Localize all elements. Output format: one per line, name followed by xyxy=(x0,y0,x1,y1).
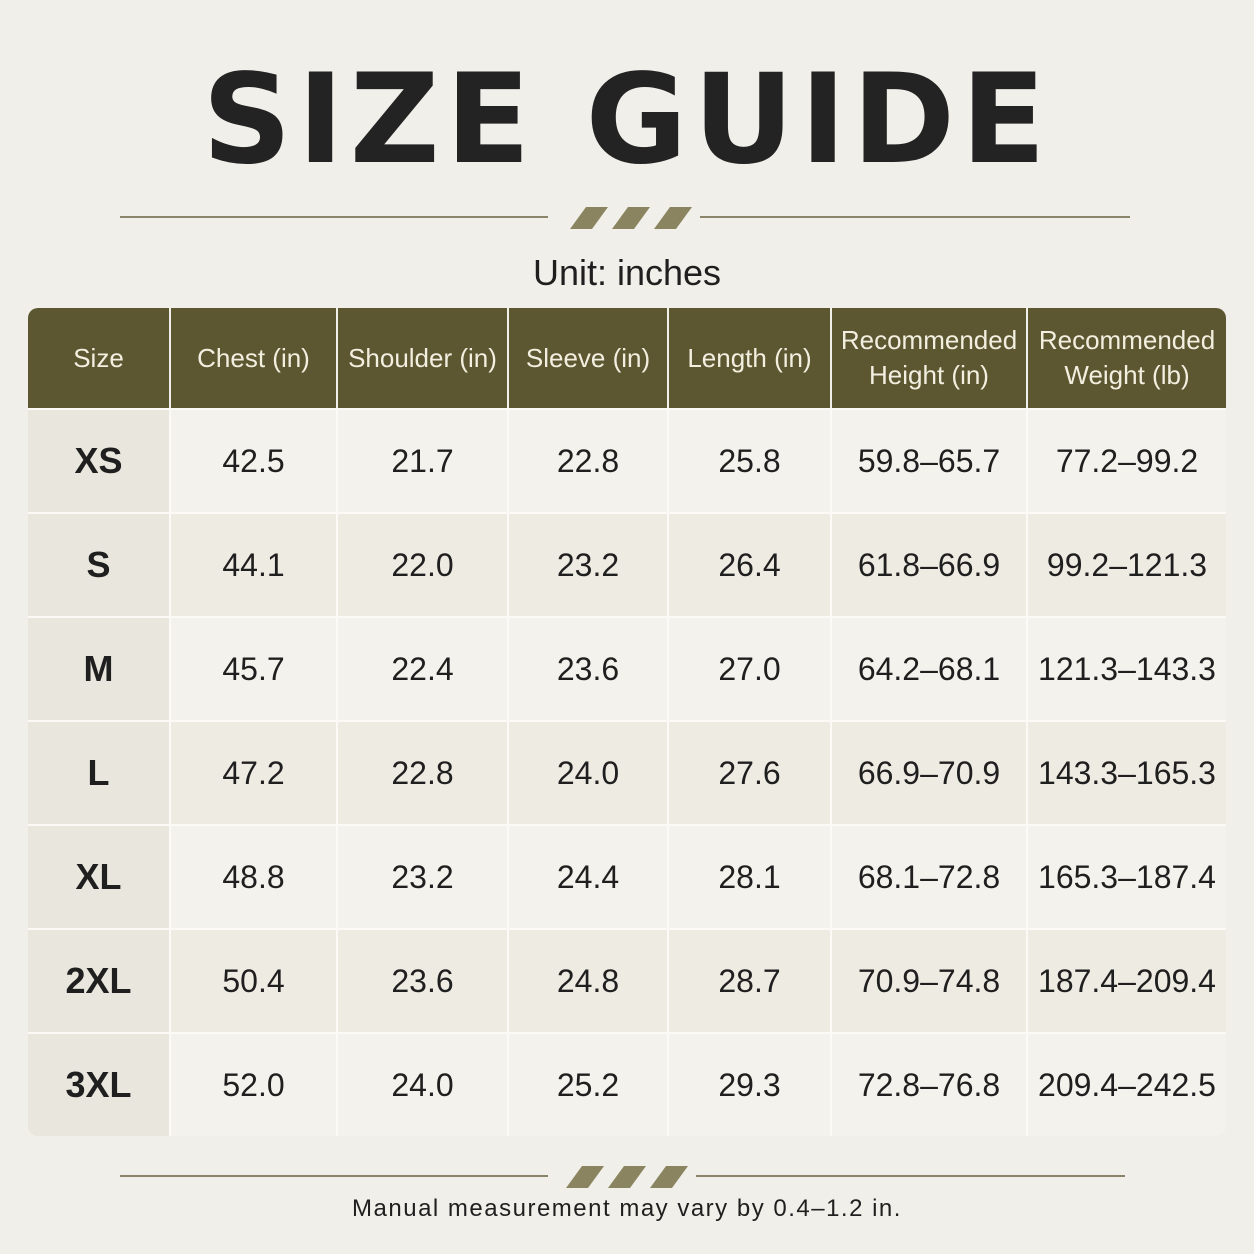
table-row: XS 42.5 21.7 22.8 25.8 59.8–65.7 77.2–99.2 xyxy=(28,408,1226,512)
table-row: 3XL 52.0 24.0 25.2 29.3 72.8–76.8 209.4–242.5 xyxy=(28,1032,1226,1136)
table-cell: 29.3 xyxy=(669,1032,832,1136)
table-cell: 22.8 xyxy=(509,408,669,512)
size-label: 2XL xyxy=(28,928,171,1032)
table-cell: 59.8–65.7 xyxy=(832,408,1028,512)
table-cell: 22.8 xyxy=(338,720,509,824)
table-cell: 77.2–99.2 xyxy=(1028,408,1226,512)
column-header: Recommended Height (in) xyxy=(832,308,1028,408)
table-cell: 165.3–187.4 xyxy=(1028,824,1226,928)
table-cell: 25.2 xyxy=(509,1032,669,1136)
table-cell: 121.3–143.3 xyxy=(1028,616,1226,720)
table-row: L 47.2 22.8 24.0 27.6 66.9–70.9 143.3–165.3 xyxy=(28,720,1226,824)
table-cell: 64.2–68.1 xyxy=(832,616,1028,720)
size-label: XL xyxy=(28,824,171,928)
table-cell: 22.4 xyxy=(338,616,509,720)
table-cell: 66.9–70.9 xyxy=(832,720,1028,824)
table-cell: 47.2 xyxy=(171,720,338,824)
table-cell: 44.1 xyxy=(171,512,338,616)
table-row: 2XL 50.4 23.6 24.8 28.7 70.9–74.8 187.4–209.4 xyxy=(28,928,1226,1032)
table-row: XL 48.8 23.2 24.4 28.1 68.1–72.8 165.3–187.4 xyxy=(28,824,1226,928)
table-cell: 70.9–74.8 xyxy=(832,928,1028,1032)
column-header: Shoulder (in) xyxy=(338,308,509,408)
table-cell: 45.7 xyxy=(171,616,338,720)
size-label: S xyxy=(28,512,171,616)
table-cell: 42.5 xyxy=(171,408,338,512)
table-cell: 27.6 xyxy=(669,720,832,824)
table-cell: 23.2 xyxy=(509,512,669,616)
column-header: Length (in) xyxy=(669,308,832,408)
table-cell: 25.8 xyxy=(669,408,832,512)
column-header: Size xyxy=(28,308,171,408)
table-cell: 26.4 xyxy=(669,512,832,616)
subtitle: Unit: inches xyxy=(532,252,722,293)
table-cell: 72.8–76.8 xyxy=(832,1032,1028,1136)
title: SIZE GUIDE xyxy=(202,48,1052,192)
size-label: M xyxy=(28,616,171,720)
table-cell: 48.8 xyxy=(171,824,338,928)
table-cell: 27.0 xyxy=(669,616,832,720)
column-header: Chest (in) xyxy=(171,308,338,408)
table-cell: 28.7 xyxy=(669,928,832,1032)
size-label: L xyxy=(28,720,171,824)
table-cell: 23.6 xyxy=(509,616,669,720)
table-cell: 22.0 xyxy=(338,512,509,616)
table-cell: 23.6 xyxy=(338,928,509,1032)
table-cell: 52.0 xyxy=(171,1032,338,1136)
table-cell: 209.4–242.5 xyxy=(1028,1032,1226,1136)
size-label: 3XL xyxy=(28,1032,171,1136)
divider xyxy=(120,207,1130,229)
table-cell: 24.0 xyxy=(509,720,669,824)
table-cell: 24.8 xyxy=(509,928,669,1032)
column-header: Recommended Weight (lb) xyxy=(1028,308,1226,408)
table-cell: 23.2 xyxy=(338,824,509,928)
size-table: Size Chest (in) Shoulder (in) Sleeve (in) Le… xyxy=(28,308,1226,1136)
column-header: Sleeve (in) xyxy=(509,308,669,408)
table-cell: 24.4 xyxy=(509,824,669,928)
table-cell: 99.2–121.3 xyxy=(1028,512,1226,616)
table-cell: 61.8–66.9 xyxy=(832,512,1028,616)
table-cell: 21.7 xyxy=(338,408,509,512)
table-cell: 187.4–209.4 xyxy=(1028,928,1226,1032)
table-cell: 68.1–72.8 xyxy=(832,824,1028,928)
header-row: Size Chest (in) Shoulder (in) Sleeve (in) Le… xyxy=(28,308,1226,408)
table-cell: 24.0 xyxy=(338,1032,509,1136)
divider xyxy=(120,1166,1125,1188)
table-cell: 50.4 xyxy=(171,928,338,1032)
table-row: M 45.7 22.4 23.6 27.0 64.2–68.1 121.3–143.3 xyxy=(28,616,1226,720)
table-row: S 44.1 22.0 23.2 26.4 61.8–66.9 99.2–121.3 xyxy=(28,512,1226,616)
size-label: XS xyxy=(28,408,171,512)
table-cell: 28.1 xyxy=(669,824,832,928)
footnote: Manual measurement may vary by 0.4–1.2 i… xyxy=(352,1195,902,1222)
table-cell: 143.3–165.3 xyxy=(1028,720,1226,824)
